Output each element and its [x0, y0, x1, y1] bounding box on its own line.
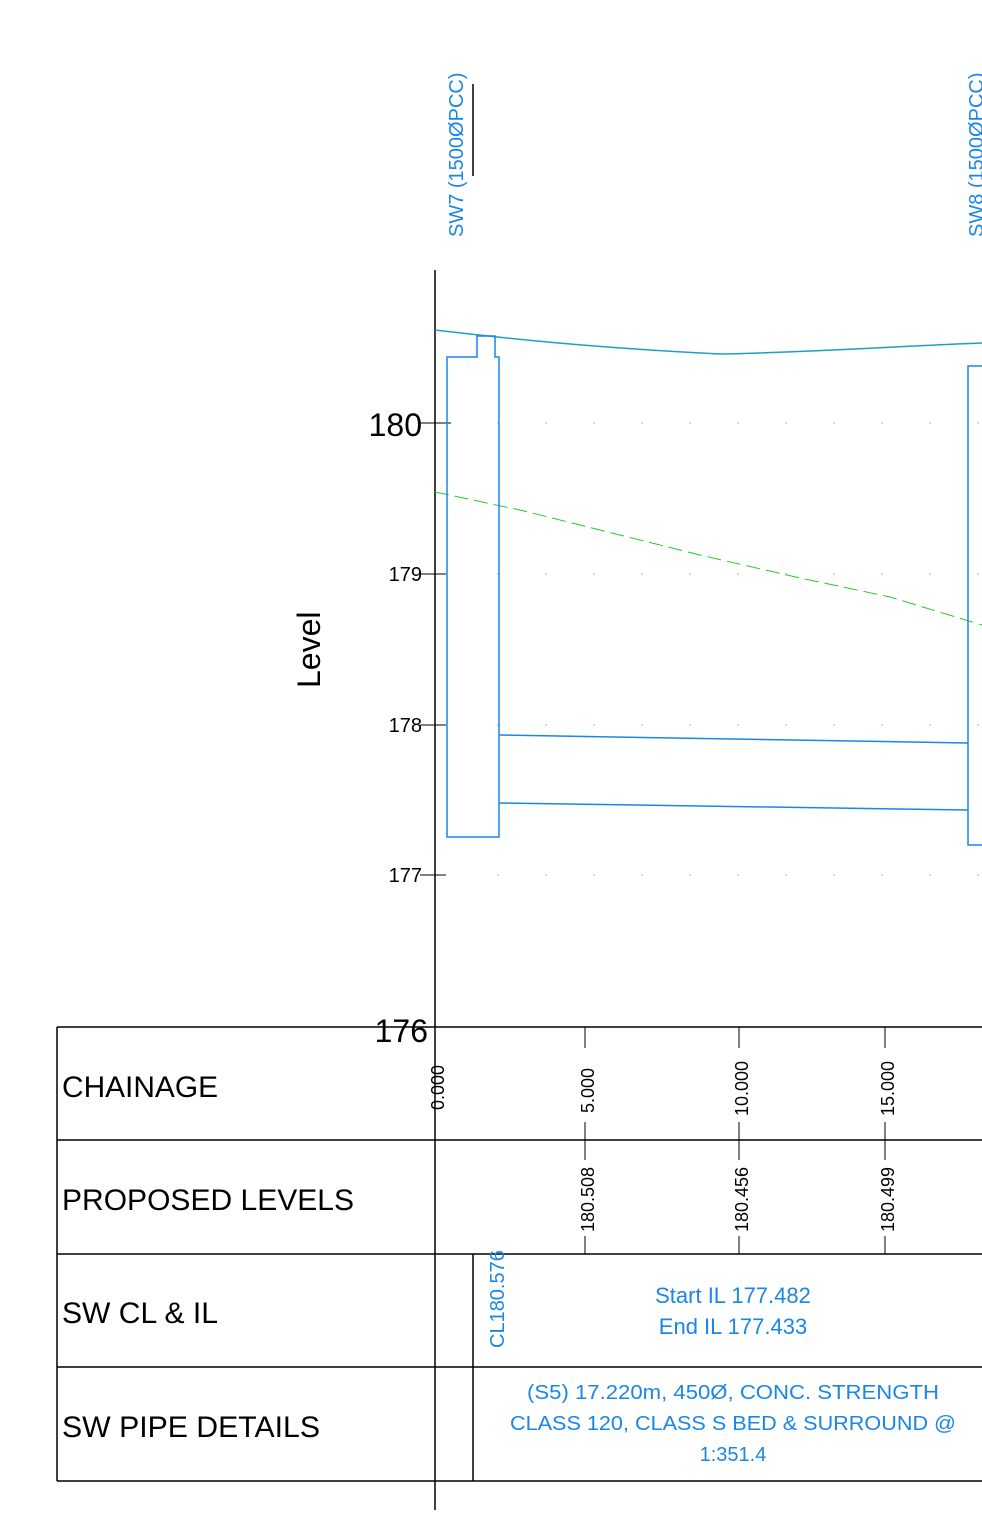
grid-dot [737, 573, 739, 575]
grid-dot [833, 724, 835, 726]
chainage-value-10: 10.000 [732, 1061, 752, 1116]
grid-dot [929, 724, 931, 726]
grid-dot [785, 422, 787, 424]
grid-dot [929, 573, 931, 575]
grid-dot [977, 573, 979, 575]
y-ticks: 180 179 178 177 176 [369, 407, 451, 1049]
grid-dot [689, 573, 691, 575]
grid-dot [977, 422, 979, 424]
chainage-ticks [434, 1027, 886, 1254]
grid-dot [977, 724, 979, 726]
grid-dot [593, 573, 595, 575]
grid-dot [689, 874, 691, 876]
grid-dot [833, 874, 835, 876]
grid-dot [785, 874, 787, 876]
manhole-sw8-label: SW8 (1500ØPCC) [966, 73, 982, 238]
y-tick-label-178: 178 [389, 715, 422, 737]
grid-dot [881, 573, 883, 575]
row-label-sw-cl-il: SW CL & IL [62, 1297, 218, 1330]
grid-dot [641, 724, 643, 726]
row-label-chainage: CHAINAGE [62, 1071, 218, 1104]
ground-profile-line [434, 329, 982, 355]
grid-dot [545, 422, 547, 424]
grid-dot [737, 874, 739, 876]
grid-dot [929, 874, 931, 876]
start-invert-level: Start IL 177.482 [655, 1283, 811, 1308]
proposed-level-5: 180.508 [578, 1167, 598, 1232]
grid-dot [785, 724, 787, 726]
grid-dot [641, 422, 643, 424]
row-label-sw-pipe-details: SW PIPE DETAILS [62, 1411, 320, 1444]
chainage-value-5: 5.000 [578, 1068, 598, 1113]
grid-dot [593, 724, 595, 726]
manhole-sw7-label: SW7 (1500ØPCC) [446, 73, 468, 238]
y-tick-label-177: 177 [389, 865, 422, 887]
cover-level-label: CL180.576 [487, 1250, 509, 1348]
grid-dot [593, 874, 595, 876]
y-axis-title: Level [291, 612, 327, 689]
grid-dot [737, 724, 739, 726]
y-tick-label-179: 179 [389, 564, 422, 586]
proposed-level-dashed-line [434, 491, 982, 626]
pipe-details-line-2: CLASS 120, CLASS S BED & SURROUND @ [510, 1413, 956, 1435]
pipe-invert-line [498, 802, 969, 811]
pipe-obvert-line [498, 734, 969, 744]
pipe-details-line-3: 1:351.4 [700, 1444, 767, 1466]
y-tick-label-176: 176 [375, 1013, 428, 1049]
grid-dot [641, 874, 643, 876]
profile-table [56, 1026, 982, 1482]
grid-dot [881, 874, 883, 876]
grid-dot [833, 422, 835, 424]
chainage-value-0: 0.000 [428, 1065, 448, 1110]
grid-dot [833, 573, 835, 575]
grid-dot [545, 573, 547, 575]
grid-dot [689, 724, 691, 726]
chainage-value-15: 15.000 [878, 1061, 898, 1116]
grid-dot [497, 874, 499, 876]
manhole-sw7-outline [446, 335, 500, 838]
grid-dots [497, 422, 979, 876]
grid-dot [545, 724, 547, 726]
y-tick-label-180: 180 [369, 407, 422, 443]
end-invert-level: End IL 177.433 [659, 1314, 807, 1339]
grid-dot [977, 874, 979, 876]
row-label-proposed-levels: PROPOSED LEVELS [62, 1184, 354, 1217]
grid-dot [689, 422, 691, 424]
grid-dot [593, 422, 595, 424]
grid-dot [737, 422, 739, 424]
grid-dot [881, 724, 883, 726]
grid-dot [881, 422, 883, 424]
grid-dot [929, 422, 931, 424]
grid-dot [641, 573, 643, 575]
proposed-level-15: 180.499 [878, 1167, 898, 1232]
grid-dot [545, 874, 547, 876]
manhole-sw8-outline [967, 365, 982, 846]
pipe-details-line-1: (S5) 17.220m, 450Ø, CONC. STRENGTH [527, 1382, 939, 1404]
proposed-level-10: 180.456 [732, 1167, 752, 1232]
